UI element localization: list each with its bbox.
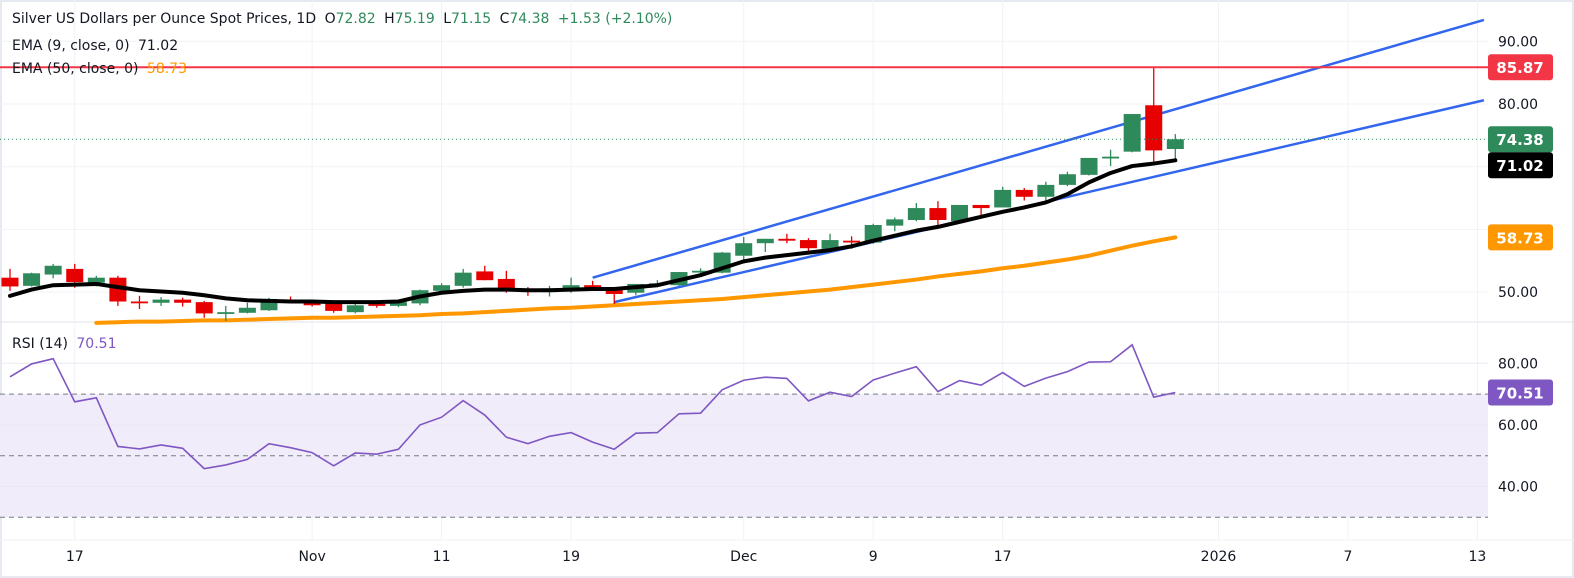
candle-up xyxy=(87,277,105,283)
price-badge-bg xyxy=(1488,126,1553,153)
candle-up xyxy=(907,208,925,220)
time-axis-label: 19 xyxy=(562,549,580,565)
rsi-value: 70.51 xyxy=(76,336,117,352)
candle-down xyxy=(174,299,192,303)
time-axis-label: 11 xyxy=(433,549,451,565)
candle-down xyxy=(109,277,127,302)
candle-up xyxy=(692,270,710,273)
ema9-line xyxy=(8,158,1178,305)
low-value: 71.15 xyxy=(451,11,492,27)
open-label: O xyxy=(324,11,336,27)
time-axis-label: 17 xyxy=(994,549,1012,565)
ema50-label: EMA (50, close, 0) xyxy=(12,61,139,77)
ema9-legend[interactable]: EMA (9, close, 0) 71.02 xyxy=(12,38,182,54)
high-label: H xyxy=(384,11,395,27)
candle-down xyxy=(368,304,386,306)
candle-down xyxy=(325,303,343,311)
candle-down xyxy=(799,240,817,249)
candle-up xyxy=(260,298,278,311)
price-axis-label: 90.00 xyxy=(1498,34,1538,50)
ema50-legend[interactable]: EMA (50, close, 0) 58.73 xyxy=(12,61,191,77)
close-value: 74.38 xyxy=(509,11,550,27)
rsi-axis-label: 40.00 xyxy=(1498,480,1538,496)
time-axis-label: 17 xyxy=(66,549,84,565)
candle-up xyxy=(1102,156,1120,159)
candle-down xyxy=(1015,189,1033,197)
candle-down xyxy=(303,302,321,306)
channel-upper-line xyxy=(592,18,1485,279)
candle-up xyxy=(217,312,235,314)
candle-up xyxy=(238,307,256,313)
rsi-badge-bg xyxy=(1488,379,1553,406)
rsi-axis-label: 60.00 xyxy=(1498,418,1538,434)
candle-up xyxy=(735,243,753,256)
candle-down xyxy=(130,301,148,304)
candle-down xyxy=(843,240,861,243)
time-axis-label: 2026 xyxy=(1201,549,1237,565)
candle-up xyxy=(23,273,41,286)
candle-down xyxy=(778,238,796,241)
price-badge-bg xyxy=(1488,152,1553,179)
high-value: 75.19 xyxy=(394,11,435,27)
candle-up xyxy=(433,285,451,291)
low-label: L xyxy=(443,11,452,27)
ema9-label: EMA (9, close, 0) xyxy=(12,38,130,54)
candle-up xyxy=(389,302,407,306)
price-badge-bg xyxy=(1488,54,1553,81)
candle-up xyxy=(454,272,472,286)
time-axis-label: 7 xyxy=(1343,549,1352,565)
price-badge-bg xyxy=(1488,224,1553,251)
open-value: 72.82 xyxy=(335,11,376,27)
candle-up xyxy=(1080,157,1098,175)
symbol-legend: Silver US Dollars per Ounce Spot Prices,… xyxy=(12,11,676,27)
candle-up xyxy=(886,219,904,226)
candle-up xyxy=(1123,114,1141,152)
candle-down xyxy=(66,268,84,283)
time-axis-label: Nov xyxy=(298,549,325,565)
candle-up xyxy=(994,189,1012,208)
price-axis-label: 50.00 xyxy=(1498,285,1538,301)
price-badge: 74.38 xyxy=(1496,131,1543,149)
price-axis-label: 80.00 xyxy=(1498,97,1538,113)
candle-down xyxy=(497,278,515,291)
candle-up xyxy=(346,305,364,313)
time-axis-label: 9 xyxy=(869,549,878,565)
candle-down xyxy=(476,271,494,281)
candle-down xyxy=(1,277,19,287)
candle-up xyxy=(44,265,62,275)
candle-down xyxy=(1145,105,1163,151)
time-axis-label: Dec xyxy=(730,549,757,565)
rsi-label: RSI (14) xyxy=(12,336,68,352)
candle-up xyxy=(1058,174,1076,185)
rsi-line xyxy=(9,343,1176,470)
time-axis-label: 13 xyxy=(1469,549,1487,565)
candle-down xyxy=(972,204,990,209)
ema9-value: 71.02 xyxy=(138,38,179,54)
rsi-legend[interactable]: RSI (14) 70.51 xyxy=(12,336,120,352)
price-badge: 71.02 xyxy=(1496,157,1543,175)
candle-up xyxy=(951,204,969,222)
candle-up xyxy=(821,240,839,249)
price-badge: 58.73 xyxy=(1496,229,1543,247)
candle-down xyxy=(195,302,213,314)
rsi-axis-label: 80.00 xyxy=(1498,356,1538,372)
close-label: C xyxy=(499,11,510,27)
candle-up xyxy=(1037,184,1055,197)
change-value: +1.53 (+2.10%) xyxy=(557,11,673,27)
symbol-title: Silver US Dollars per Ounce Spot Prices,… xyxy=(12,11,317,27)
candle-down xyxy=(605,290,623,294)
ema50-line xyxy=(94,235,1178,325)
candle-up xyxy=(562,285,580,289)
ema50-value: 58.73 xyxy=(146,61,188,77)
candle-up xyxy=(756,238,774,244)
rsi-badge: 70.51 xyxy=(1496,385,1543,403)
candle-up xyxy=(152,299,170,303)
candle-up xyxy=(1166,139,1184,150)
price-badge: 85.87 xyxy=(1496,59,1543,77)
candle-down xyxy=(929,208,947,220)
